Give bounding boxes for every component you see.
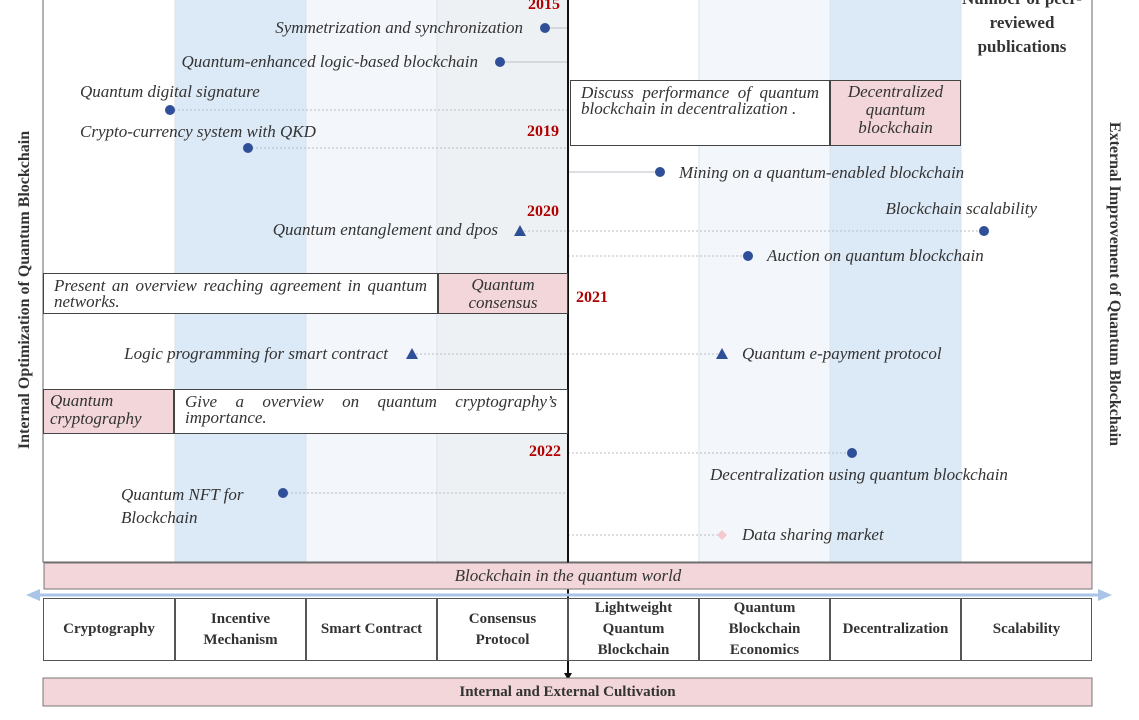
- box-topic: Quantum consensus: [438, 273, 568, 314]
- dot: [743, 251, 753, 261]
- item-label: Quantum e-payment protocol: [742, 344, 942, 363]
- footer-bg: [42, 677, 1093, 707]
- year: 2020: [527, 203, 559, 220]
- item-label: Data sharing market: [742, 525, 884, 544]
- diamond: [717, 530, 727, 540]
- item-label: Quantum NFT for Blockchain: [121, 485, 244, 527]
- dot: [655, 167, 665, 177]
- box-description: Give a overview on quantum cryptography’…: [174, 389, 568, 434]
- item-label: Quantum digital signature: [80, 82, 260, 101]
- footer: Internal and External Cultivation: [459, 684, 676, 700]
- item-label: Blockchain scalability: [885, 199, 1037, 218]
- left-label: Internal Optimization of Quantum Blockch…: [16, 130, 33, 450]
- triangle: [514, 225, 526, 236]
- dot: [847, 448, 857, 458]
- triangle: [716, 348, 728, 359]
- dot: [979, 226, 989, 236]
- item-label: Auction on quantum blockchain: [767, 246, 984, 265]
- box-description: Discuss performance of quantum blockchai…: [570, 80, 830, 146]
- year: 2022: [529, 443, 561, 460]
- dot: [243, 143, 253, 153]
- banner: Blockchain in the quantum world: [454, 566, 682, 585]
- column-label: Quantum Blockchain Economics: [699, 598, 830, 661]
- timeline-arrow: [564, 673, 572, 680]
- column-label: Lightweight Quantum Blockchain: [568, 598, 699, 661]
- box-topic: Quantum cryptography: [43, 389, 174, 434]
- item-label: Quantum-enhanced logic-based blockchain: [181, 52, 478, 71]
- item-label: Quantum entanglement and dpos: [272, 220, 498, 239]
- banner-bg: [43, 562, 1093, 590]
- dot: [165, 105, 175, 115]
- box-topic: Decentralized quantum blockchain: [830, 80, 961, 146]
- dot: [540, 23, 550, 33]
- year: 2015: [528, 0, 560, 13]
- item-label: Symmetrization and synchronization: [275, 18, 523, 37]
- year: 2021: [576, 289, 608, 306]
- dot: [278, 488, 288, 498]
- dot: [495, 57, 505, 67]
- item-label: Mining on a quantum-enabled blockchain: [679, 163, 965, 182]
- arrow-head: [26, 589, 40, 601]
- column-label: Scalability: [961, 598, 1092, 661]
- column-band: [961, 0, 1092, 562]
- column-label: Consensus Protocol: [437, 598, 568, 661]
- column-label: Decentralization: [830, 598, 961, 661]
- item-label: Crypto-currency system with QKD: [80, 122, 316, 141]
- column-label: Cryptography: [43, 598, 175, 661]
- triangle: [406, 348, 418, 359]
- year: 2019: [527, 123, 559, 140]
- item-label: Logic programming for smart contract: [124, 344, 388, 363]
- box-description: Present an overview reaching agreement i…: [43, 273, 438, 314]
- right-label: External Improvement of Quantum Blockcha…: [1106, 121, 1123, 447]
- arrow-head: [1098, 589, 1112, 601]
- column-label: Smart Contract: [306, 598, 437, 661]
- column-label: Incentive Mechanism: [175, 598, 306, 661]
- item-label: Decentralization using quantum blockchai…: [710, 465, 1008, 484]
- publications-label: Number of peer-reviewed publications: [962, 0, 1082, 56]
